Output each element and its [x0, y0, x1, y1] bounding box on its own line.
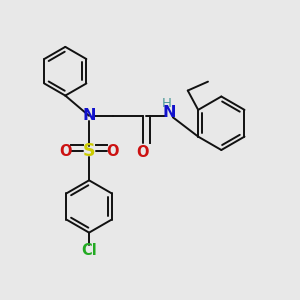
- Text: N: N: [82, 108, 96, 123]
- Text: O: O: [136, 145, 149, 160]
- Text: N: N: [163, 105, 176, 120]
- Text: O: O: [59, 144, 71, 159]
- Text: Cl: Cl: [81, 243, 97, 258]
- Text: H: H: [162, 97, 172, 110]
- Text: S: S: [83, 142, 95, 160]
- Text: O: O: [106, 144, 119, 159]
